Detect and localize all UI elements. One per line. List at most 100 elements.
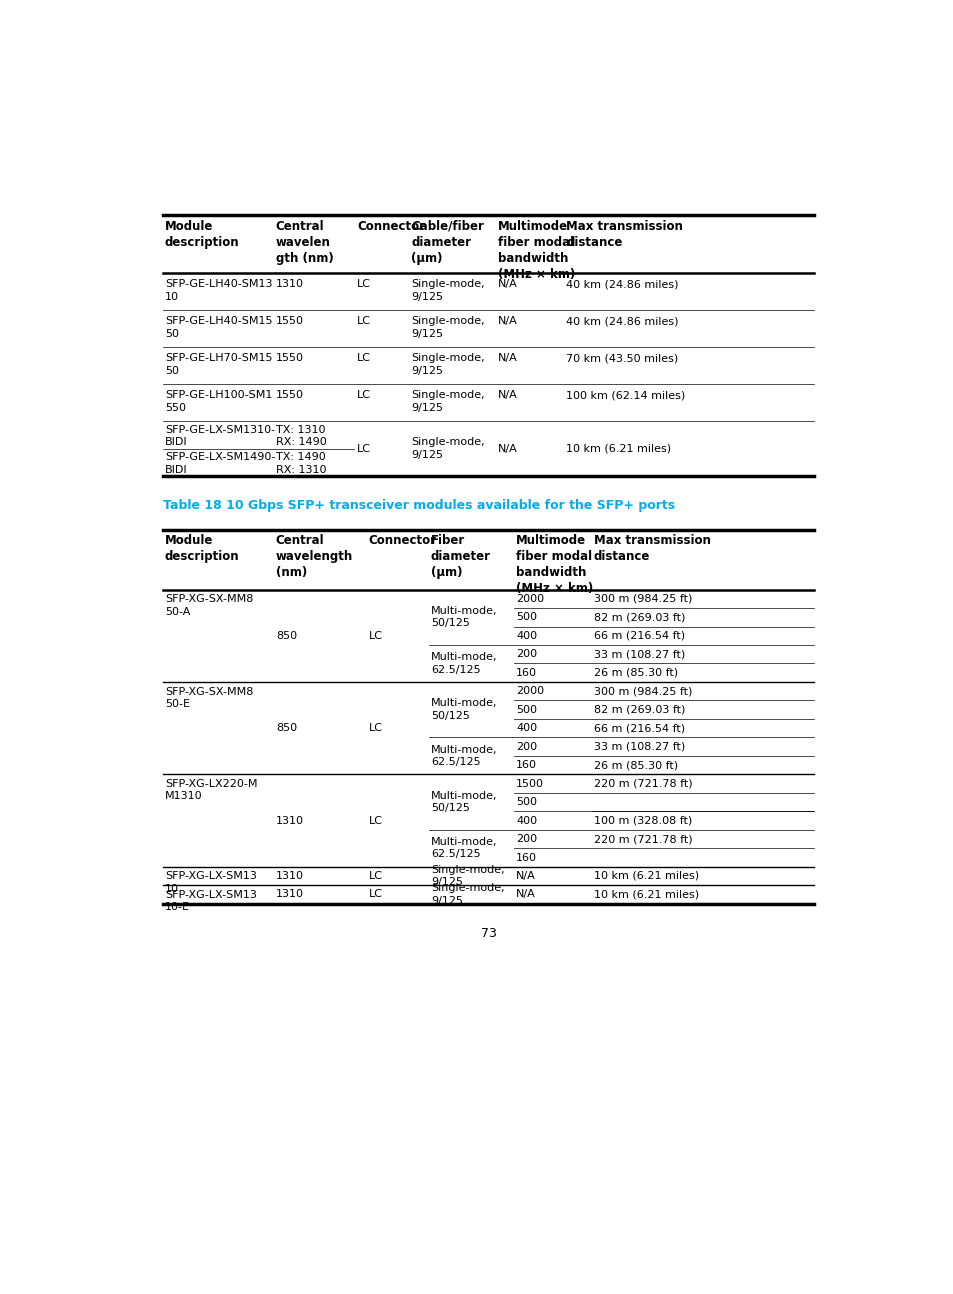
Text: Single-mode,
9/125: Single-mode, 9/125	[411, 280, 484, 302]
Text: N/A: N/A	[497, 316, 517, 326]
Text: 33 m (108.27 ft): 33 m (108.27 ft)	[593, 741, 684, 752]
Text: LC: LC	[369, 815, 382, 826]
Text: 160: 160	[516, 668, 537, 678]
Text: Central
wavelength
(nm): Central wavelength (nm)	[275, 534, 353, 580]
Text: Table 18 10 Gbps SFP+ transceiver modules available for the SFP+ ports: Table 18 10 Gbps SFP+ transceiver module…	[163, 499, 675, 512]
Text: Multi-mode,
62.5/125: Multi-mode, 62.5/125	[431, 652, 497, 674]
Text: 26 m (85.30 ft): 26 m (85.30 ft)	[593, 668, 677, 678]
Text: LC: LC	[369, 723, 382, 734]
Text: 850: 850	[275, 630, 296, 641]
Text: Multimode
fiber modal
bandwidth
(MHz × km): Multimode fiber modal bandwidth (MHz × k…	[516, 534, 593, 595]
Text: 10 km (6.21 miles): 10 km (6.21 miles)	[593, 871, 698, 881]
Text: SFP-XG-LX-SM13
10-E: SFP-XG-LX-SM13 10-E	[165, 890, 256, 912]
Text: TX: 1310
RX: 1490: TX: 1310 RX: 1490	[275, 424, 326, 448]
Text: Single-mode,
9/125: Single-mode, 9/125	[411, 389, 484, 413]
Text: Single-mode,
9/125: Single-mode, 9/125	[411, 437, 484, 459]
Text: Max transmission
distance: Max transmission distance	[566, 220, 682, 248]
Text: 2000: 2000	[516, 686, 543, 696]
Text: 1550: 1550	[275, 353, 303, 364]
Text: Single-mode,
9/125: Single-mode, 9/125	[411, 316, 484, 339]
Text: SFP-XG-LX220-M
M1310: SFP-XG-LX220-M M1310	[165, 779, 257, 801]
Text: SFP-XG-LX-SM13
10: SFP-XG-LX-SM13 10	[165, 871, 256, 894]
Text: 300 m (984.25 ft): 300 m (984.25 ft)	[593, 594, 691, 604]
Text: 500: 500	[516, 797, 537, 807]
Text: 220 m (721.78 ft): 220 m (721.78 ft)	[593, 835, 692, 844]
Text: SFP-GE-LH40-SM13
10: SFP-GE-LH40-SM13 10	[165, 280, 273, 302]
Text: 82 m (269.03 ft): 82 m (269.03 ft)	[593, 612, 684, 622]
Text: 850: 850	[275, 723, 296, 734]
Text: 1550: 1550	[275, 389, 303, 400]
Text: N/A: N/A	[516, 889, 536, 899]
Text: N/A: N/A	[497, 353, 517, 364]
Text: 100 km (62.14 miles): 100 km (62.14 miles)	[566, 389, 685, 400]
Text: LC: LC	[369, 871, 382, 881]
Text: N/A: N/A	[497, 389, 517, 400]
Text: 160: 160	[516, 853, 537, 863]
Text: Single-mode,
9/125: Single-mode, 9/125	[431, 884, 504, 906]
Text: LC: LC	[356, 444, 371, 454]
Text: Max transmission
distance: Max transmission distance	[593, 534, 710, 563]
Text: 1310: 1310	[275, 889, 303, 899]
Text: 500: 500	[516, 705, 537, 714]
Text: Multi-mode,
50/125: Multi-mode, 50/125	[431, 791, 497, 814]
Text: 1550: 1550	[275, 316, 303, 326]
Text: LC: LC	[369, 630, 382, 641]
Text: Multi-mode,
62.5/125: Multi-mode, 62.5/125	[431, 837, 497, 859]
Text: Multi-mode,
50/125: Multi-mode, 50/125	[431, 606, 497, 629]
Text: 82 m (269.03 ft): 82 m (269.03 ft)	[593, 705, 684, 714]
Text: Module
description: Module description	[165, 220, 239, 248]
Text: 160: 160	[516, 760, 537, 770]
Text: Single-mode,
9/125: Single-mode, 9/125	[431, 864, 504, 888]
Text: Multi-mode,
50/125: Multi-mode, 50/125	[431, 699, 497, 721]
Text: 33 m (108.27 ft): 33 m (108.27 ft)	[593, 650, 684, 659]
Text: 66 m (216.54 ft): 66 m (216.54 ft)	[593, 630, 684, 641]
Text: 70 km (43.50 miles): 70 km (43.50 miles)	[566, 353, 678, 364]
Text: 40 km (24.86 miles): 40 km (24.86 miles)	[566, 316, 679, 326]
Text: Fiber
diameter
(μm): Fiber diameter (μm)	[431, 534, 490, 580]
Text: N/A: N/A	[497, 280, 517, 290]
Text: 200: 200	[516, 650, 537, 659]
Text: LC: LC	[369, 889, 382, 899]
Text: 400: 400	[516, 723, 537, 734]
Text: N/A: N/A	[497, 444, 517, 454]
Text: 40 km (24.86 miles): 40 km (24.86 miles)	[566, 280, 679, 290]
Text: 200: 200	[516, 741, 537, 752]
Text: 500: 500	[516, 612, 537, 622]
Text: TX: 1490
RX: 1310: TX: 1490 RX: 1310	[275, 453, 326, 475]
Text: LC: LC	[356, 280, 371, 290]
Text: 10 km (6.21 miles): 10 km (6.21 miles)	[566, 444, 671, 454]
Text: 400: 400	[516, 630, 537, 641]
Text: 66 m (216.54 ft): 66 m (216.54 ft)	[593, 723, 684, 734]
Text: 220 m (721.78 ft): 220 m (721.78 ft)	[593, 779, 692, 788]
Text: 300 m (984.25 ft): 300 m (984.25 ft)	[593, 686, 691, 696]
Text: SFP-GE-LH70-SM15
50: SFP-GE-LH70-SM15 50	[165, 353, 273, 375]
Text: Cable/fiber
diameter
(μm): Cable/fiber diameter (μm)	[411, 220, 484, 265]
Text: 1310: 1310	[275, 871, 303, 881]
Text: 1310: 1310	[275, 280, 303, 290]
Text: SFP-XG-SX-MM8
50-A: SFP-XG-SX-MM8 50-A	[165, 594, 253, 616]
Text: 100 m (328.08 ft): 100 m (328.08 ft)	[593, 815, 691, 826]
Text: SFP-GE-LX-SM1310-
BIDI: SFP-GE-LX-SM1310- BIDI	[165, 424, 274, 448]
Text: Single-mode,
9/125: Single-mode, 9/125	[411, 353, 484, 375]
Text: Module
description: Module description	[165, 534, 239, 563]
Text: LC: LC	[356, 353, 371, 364]
Text: 26 m (85.30 ft): 26 m (85.30 ft)	[593, 760, 677, 770]
Text: SFP-GE-LH100-SM1
550: SFP-GE-LH100-SM1 550	[165, 389, 272, 413]
Text: 73: 73	[480, 927, 497, 939]
Text: Multi-mode,
62.5/125: Multi-mode, 62.5/125	[431, 744, 497, 767]
Text: Central
wavelen
gth (nm): Central wavelen gth (nm)	[275, 220, 334, 265]
Text: SFP-XG-SX-MM8
50-E: SFP-XG-SX-MM8 50-E	[165, 687, 253, 709]
Text: SFP-GE-LX-SM1490-
BIDI: SFP-GE-LX-SM1490- BIDI	[165, 453, 275, 475]
Text: LC: LC	[356, 316, 371, 326]
Text: 1500: 1500	[516, 779, 543, 788]
Text: LC: LC	[356, 389, 371, 400]
Text: 400: 400	[516, 815, 537, 826]
Text: 200: 200	[516, 835, 537, 844]
Text: Multimode
fiber modal
bandwidth
(MHz × km): Multimode fiber modal bandwidth (MHz × k…	[497, 220, 575, 281]
Text: 1310: 1310	[275, 815, 303, 826]
Text: N/A: N/A	[516, 871, 536, 881]
Text: 2000: 2000	[516, 594, 543, 604]
Text: 10 km (6.21 miles): 10 km (6.21 miles)	[593, 889, 698, 899]
Text: Connector: Connector	[356, 220, 425, 233]
Text: Connector: Connector	[369, 534, 436, 547]
